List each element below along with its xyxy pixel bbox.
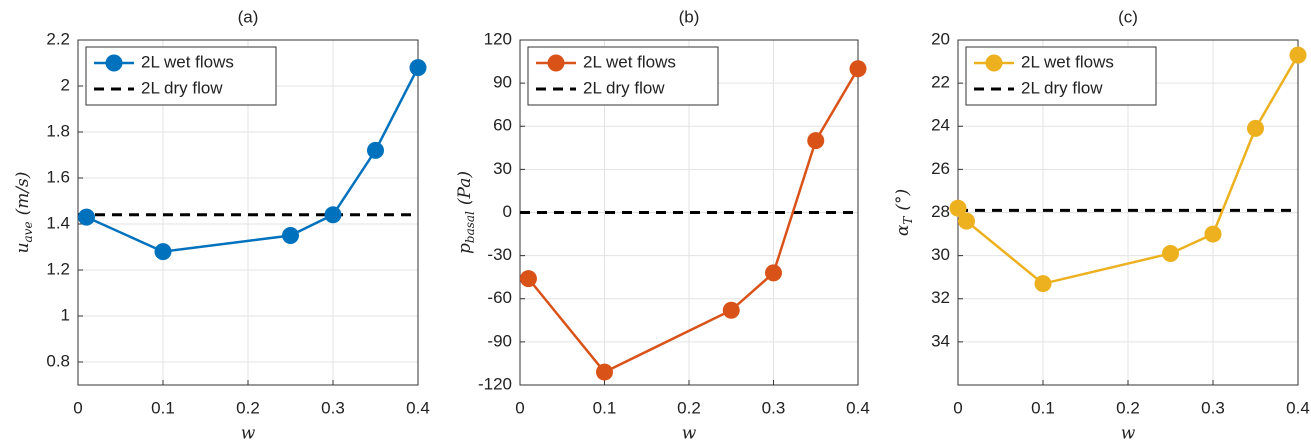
y-tick-label: 28: [931, 202, 950, 221]
data-point: [1204, 225, 1222, 243]
x-tick-label: 0.3: [1201, 398, 1225, 417]
y-label-sub: basal: [463, 211, 477, 243]
data-point: [519, 270, 537, 288]
x-tick-label: 0.4: [406, 398, 430, 417]
x-tick-label: 0: [953, 398, 962, 417]
y-label-main: p: [455, 243, 475, 254]
y-tick-label: -30: [487, 245, 512, 264]
y-tick-label: 32: [931, 288, 950, 307]
x-axis-label: w: [241, 424, 256, 443]
data-point: [1034, 275, 1052, 293]
panel: 20 22 24 26 28 30 32 34 0 0.1 0.2 0.3 0.4 (c) w αT (°) 2L…: [893, 7, 1310, 443]
data-point: [1247, 119, 1264, 137]
data-point: [849, 60, 867, 78]
x-axis-label: w: [1121, 424, 1136, 443]
data-point: [409, 59, 427, 77]
y-tick-label: 120: [484, 29, 512, 48]
series-line: [85, 67, 420, 253]
axes-box: [77, 39, 419, 386]
data-point: [807, 132, 825, 150]
panel: 0.8 1 1.2 1.4 1.6 1.8 2 2.2 0 0.1 0.2 0.3 0.4 (a) w uav…: [13, 7, 430, 443]
data-point: [765, 264, 782, 282]
y-tick-label: 2.2: [46, 29, 70, 48]
y-axis-label: uave (m/s): [13, 172, 35, 254]
legend-label: 2L dry flow: [583, 78, 665, 97]
y-label-main: α: [893, 224, 913, 236]
data-point: [154, 243, 172, 261]
x-tick-label: 0: [515, 398, 524, 417]
data-point: [367, 141, 384, 159]
x-tick-label: 0.1: [593, 398, 617, 417]
y-tick-label: 90: [493, 73, 512, 92]
data-point: [1289, 46, 1307, 64]
y-label-unit: (Pa): [455, 171, 475, 205]
y-tick-label: -60: [487, 288, 512, 307]
data-point: [722, 301, 740, 319]
legend-swatch: [105, 54, 123, 72]
x-tick-label: 0: [73, 398, 82, 417]
y-tick-label: 30: [493, 159, 512, 178]
x-tick-label: 0.1: [151, 398, 175, 417]
data-point: [958, 212, 975, 230]
chart-title: (b): [679, 7, 700, 26]
legend-label: 2L dry flow: [1021, 78, 1103, 97]
legend-label: 2L wet flows: [1021, 52, 1114, 71]
legend-label: 2L wet flows: [141, 52, 234, 71]
x-tick-label: 0.2: [1116, 398, 1140, 417]
y-tick-label: 2: [61, 75, 70, 94]
data-point: [78, 208, 95, 226]
data-point: [596, 363, 613, 381]
x-tick-label: 0.3: [762, 398, 786, 417]
y-tick-label: 26: [931, 159, 950, 178]
y-tick-label: 20: [931, 29, 950, 48]
series-line: [527, 68, 860, 374]
data-point: [324, 206, 342, 224]
y-tick-label: 1: [61, 305, 70, 324]
x-tick-label: 0.4: [846, 398, 870, 417]
legend-label: 2L dry flow: [141, 78, 223, 97]
y-tick-label: 1.8: [46, 121, 70, 140]
y-tick-label: 34: [931, 331, 950, 350]
legend-swatch: [547, 54, 565, 72]
x-tick-label: 0.2: [236, 398, 260, 417]
x-tick-label: 0.1: [1031, 398, 1055, 417]
y-tick-label: 30: [931, 245, 950, 264]
y-axis-label: pbasal (Pa): [455, 171, 477, 254]
y-label-unit: (m/s): [13, 172, 33, 216]
y-tick-label: -90: [487, 331, 512, 350]
legend-label: 2L wet flows: [583, 52, 676, 71]
y-label-main: u: [13, 242, 33, 253]
y-tick-label: 0: [503, 202, 512, 221]
y-axis-label: αT (°): [893, 189, 915, 236]
x-tick-label: 0.2: [677, 398, 701, 417]
data-point: [282, 227, 299, 244]
y-label-sub: ave: [21, 221, 35, 242]
chart-title: (a): [238, 7, 259, 26]
y-tick-label: 22: [931, 73, 950, 92]
y-label-sub: T: [901, 216, 915, 225]
y-tick-label: 60: [493, 116, 512, 135]
y-tick-label: -120: [478, 374, 512, 393]
y-tick-label: 24: [931, 116, 950, 135]
chart-title: (c): [1118, 7, 1138, 26]
panel: -120 -90 -60 -30 0 30 60 90 120 0 0.1 0.2 0.3 0.4 (b) w…: [455, 7, 870, 443]
y-tick-label: 1.4: [46, 213, 70, 232]
data-point: [1162, 244, 1179, 262]
y-tick-label: 1.6: [46, 167, 70, 186]
y-tick-label: 0.8: [46, 351, 70, 370]
y-tick-label: 1.2: [46, 259, 70, 278]
legend-swatch: [985, 54, 1003, 72]
y-label-unit: (°): [893, 189, 913, 211]
data-point: [949, 199, 967, 217]
x-tick-label: 0.3: [321, 398, 345, 417]
x-tick-label: 0.4: [1286, 398, 1310, 417]
x-axis-label: w: [682, 424, 697, 443]
